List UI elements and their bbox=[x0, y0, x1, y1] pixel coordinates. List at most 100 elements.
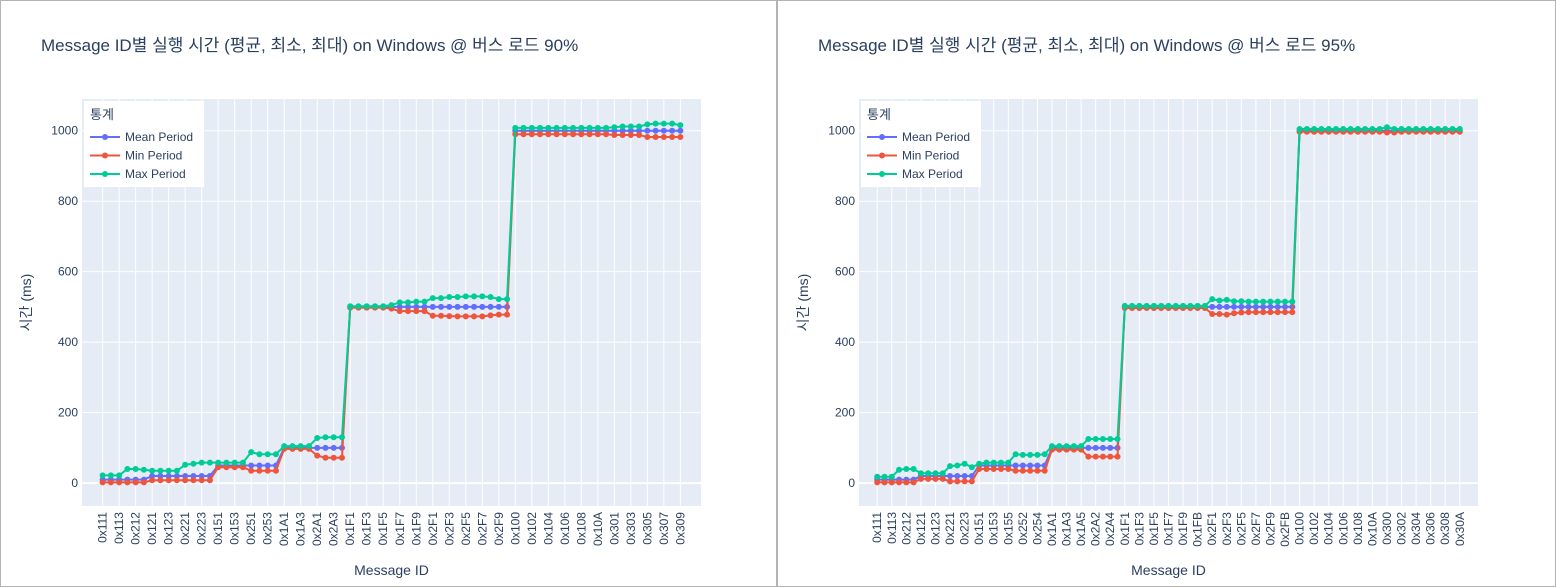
legend-item-label[interactable]: Max Period bbox=[125, 167, 186, 181]
data-point bbox=[322, 444, 329, 451]
x-tick-label: 0x113 bbox=[885, 512, 899, 544]
x-tick-label: 0x106 bbox=[1336, 512, 1350, 545]
data-point bbox=[330, 454, 337, 461]
data-point bbox=[1092, 453, 1099, 460]
x-tick-label: 0x151 bbox=[972, 512, 986, 545]
legend-item-label[interactable]: Mean Period bbox=[902, 130, 970, 144]
data-point bbox=[1099, 453, 1106, 460]
x-tick-label: 0x304 bbox=[1409, 512, 1423, 545]
y-tick-label: 400 bbox=[58, 335, 78, 349]
data-point bbox=[1034, 451, 1041, 458]
y-axis-title: 시간 (ms) bbox=[18, 274, 34, 332]
y-tick-label: 200 bbox=[835, 406, 855, 420]
data-point bbox=[198, 477, 205, 484]
data-point bbox=[1347, 125, 1354, 132]
data-point bbox=[1223, 303, 1230, 310]
x-tick-label: 0x2F1 bbox=[1205, 512, 1219, 546]
x-axis-title: Message ID bbox=[1131, 562, 1206, 578]
y-tick-label: 600 bbox=[58, 265, 78, 279]
x-tick-label: 0x113 bbox=[112, 512, 126, 544]
data-point bbox=[446, 313, 453, 320]
data-point bbox=[888, 473, 895, 480]
x-tick-label: 0x253 bbox=[261, 512, 275, 545]
data-point bbox=[149, 473, 156, 480]
data-point bbox=[636, 123, 643, 130]
data-point bbox=[1085, 453, 1092, 460]
data-point bbox=[149, 467, 156, 474]
data-point bbox=[669, 134, 676, 141]
data-point bbox=[1383, 129, 1390, 136]
data-point bbox=[446, 303, 453, 310]
data-point bbox=[248, 449, 255, 456]
data-point bbox=[644, 134, 651, 141]
data-point bbox=[947, 463, 954, 470]
series-max-period bbox=[99, 120, 684, 479]
data-point bbox=[1238, 309, 1245, 316]
data-point bbox=[223, 464, 230, 471]
data-point bbox=[1311, 125, 1318, 132]
data-point bbox=[874, 473, 881, 480]
data-point bbox=[454, 313, 461, 320]
legend-swatch-marker bbox=[102, 171, 108, 177]
data-point bbox=[1172, 302, 1179, 309]
data-point bbox=[1252, 309, 1259, 316]
data-point bbox=[677, 134, 684, 141]
data-point bbox=[330, 444, 337, 451]
x-tick-label: 0x102 bbox=[525, 512, 539, 545]
data-point bbox=[520, 131, 527, 138]
data-point bbox=[1434, 125, 1441, 132]
legend-item-label[interactable]: Max Period bbox=[902, 167, 963, 181]
x-tick-label: 0x2A1 bbox=[310, 512, 324, 546]
data-point bbox=[1413, 125, 1420, 132]
x-tick-label: 0x100 bbox=[508, 512, 522, 545]
x-tick-label: 0x1A1 bbox=[277, 512, 291, 546]
data-point bbox=[355, 303, 362, 310]
legend-item-label[interactable]: Min Period bbox=[902, 149, 959, 163]
data-point bbox=[932, 475, 939, 482]
legend-item-label[interactable]: Min Period bbox=[125, 149, 182, 163]
data-point bbox=[1209, 310, 1216, 317]
data-point bbox=[553, 124, 560, 131]
data-point bbox=[896, 479, 903, 486]
data-point bbox=[677, 122, 684, 129]
data-point bbox=[190, 473, 197, 480]
legend-swatch-marker bbox=[879, 171, 885, 177]
y-tick-label: 600 bbox=[835, 265, 855, 279]
legend-item-label[interactable]: Mean Period bbox=[125, 130, 193, 144]
data-point bbox=[388, 302, 395, 309]
data-point bbox=[677, 127, 684, 134]
data-point bbox=[954, 473, 961, 480]
data-point bbox=[1107, 453, 1114, 460]
data-point bbox=[281, 443, 288, 450]
data-point bbox=[627, 131, 634, 138]
data-point bbox=[1267, 303, 1274, 310]
data-point bbox=[537, 131, 544, 138]
data-point bbox=[939, 470, 946, 477]
x-tick-label: 0x306 bbox=[1424, 512, 1438, 545]
x-tick-label: 0x2F5 bbox=[459, 512, 473, 546]
data-point bbox=[1092, 436, 1099, 443]
x-tick-label: 0x212 bbox=[899, 512, 913, 545]
data-point bbox=[1303, 125, 1310, 132]
x-tick-label: 0x252 bbox=[1016, 512, 1030, 545]
data-point bbox=[1332, 125, 1339, 132]
data-point bbox=[1231, 303, 1238, 310]
legend-swatch-marker bbox=[102, 152, 108, 159]
data-point bbox=[619, 123, 626, 130]
data-point bbox=[1252, 303, 1259, 310]
x-tick-label: 0x1A3 bbox=[1060, 512, 1074, 546]
x-tick-label: 0x121 bbox=[914, 512, 928, 545]
data-point bbox=[644, 127, 651, 134]
data-point bbox=[1063, 443, 1070, 450]
y-tick-label: 400 bbox=[835, 335, 855, 349]
data-point bbox=[314, 452, 321, 459]
data-point bbox=[429, 303, 436, 310]
data-point bbox=[462, 293, 469, 300]
x-tick-label: 0x151 bbox=[211, 512, 225, 545]
data-point bbox=[1420, 125, 1427, 132]
data-point bbox=[1078, 443, 1085, 450]
data-point bbox=[881, 473, 888, 480]
data-point bbox=[998, 466, 1005, 472]
y-tick-label: 800 bbox=[835, 194, 855, 208]
x-tick-label: 0x307 bbox=[657, 512, 671, 545]
